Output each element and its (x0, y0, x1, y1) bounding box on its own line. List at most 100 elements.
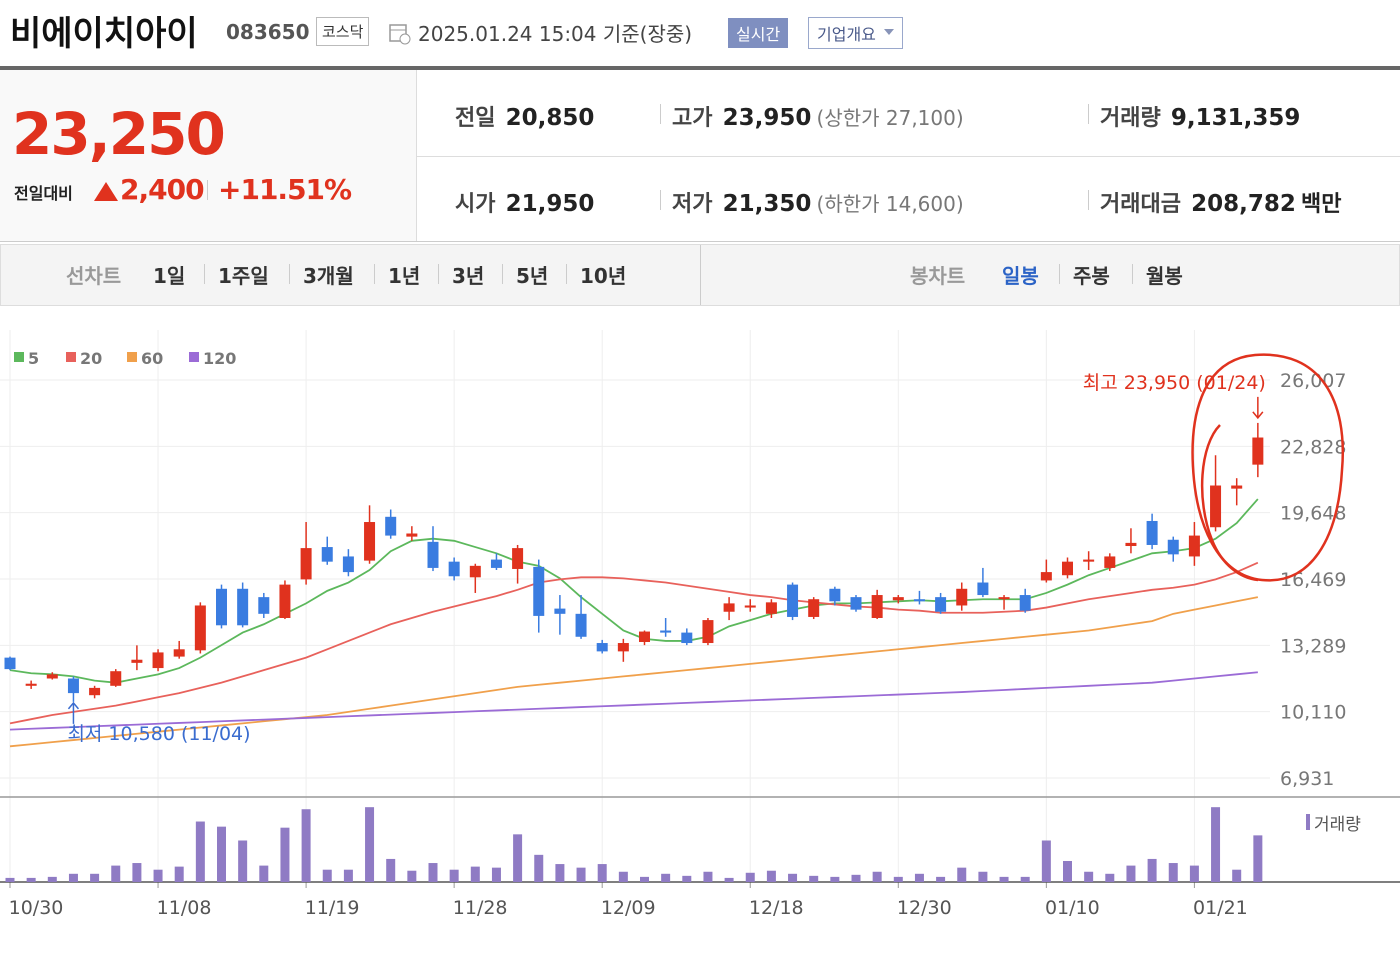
candle-body (998, 597, 1010, 600)
candle-body (279, 584, 291, 618)
volume-bar (555, 864, 565, 882)
candle-body (1252, 437, 1264, 465)
volume-bar (449, 869, 459, 882)
company-info-button[interactable]: 기업개요 (808, 17, 903, 49)
separator (502, 264, 503, 284)
volume-label: 거래량 (1314, 815, 1361, 835)
legend-swatch (127, 352, 137, 362)
period-tab[interactable]: 3년 (452, 264, 485, 288)
high-annotation: 최고 23,950 (01/24) (1083, 372, 1266, 394)
volume-bar (597, 864, 607, 882)
candle-body (1083, 559, 1095, 562)
candle-body (448, 561, 460, 577)
stat-volume: 거래량 9,131,359 (1100, 100, 1300, 132)
candle-tab[interactable]: 월봉 (1146, 264, 1183, 288)
volume-bar (1105, 873, 1115, 882)
candle-body (194, 605, 206, 651)
candle-body (723, 603, 735, 612)
candle-body (152, 652, 164, 669)
period-tab[interactable]: 1일 (153, 264, 186, 288)
volume-bar (513, 834, 523, 882)
volume-bar (386, 858, 396, 882)
candle-body (617, 643, 629, 652)
volume-bar (26, 877, 36, 882)
legend-label: 20 (80, 349, 102, 368)
change-rate: +11.51% (218, 173, 352, 206)
x-tick-label: 11/28 (453, 897, 508, 919)
volume-bar (957, 867, 967, 882)
header-rule (0, 66, 1400, 70)
volume-bar (724, 877, 734, 882)
candle-body (575, 613, 587, 637)
period-tab[interactable]: 3개월 (303, 264, 354, 288)
stat-label: 거래대금 (1100, 192, 1181, 217)
stat-label: 거래량 (1100, 106, 1161, 131)
stat-value: 9,131,359 (1170, 105, 1301, 131)
stat-prev: 전일 20,850 (455, 100, 594, 132)
stat-unit: 백만 (1301, 192, 1342, 217)
period-tab[interactable]: 1년 (388, 264, 421, 288)
candle-body (512, 548, 524, 569)
volume-bar (90, 873, 100, 882)
volume-bar (47, 876, 57, 882)
candle-body (892, 597, 904, 601)
volume-bar (745, 872, 755, 882)
x-tick-label: 01/21 (1193, 897, 1248, 919)
candle-body (1167, 539, 1179, 555)
candle-body (321, 547, 333, 562)
volume-bar (1253, 835, 1263, 882)
candle-chart-label: 봉차트 (910, 264, 966, 288)
candle-body (702, 620, 714, 644)
line-chart-label: 선차트 (66, 264, 122, 288)
volume-bar (428, 863, 438, 882)
volume-bar (301, 809, 311, 882)
period-tab[interactable]: 10년 (580, 264, 627, 288)
button-text: 기업개요 (817, 25, 876, 44)
timestamp: 2025.01.24 15:04 기준(장중) (418, 22, 693, 46)
legend-swatch (66, 352, 76, 362)
volume-bar (1084, 871, 1094, 882)
volume-bar (682, 875, 692, 882)
volume-bar (999, 876, 1009, 882)
candle-body (533, 566, 545, 616)
y-tick-label: 10,110 (1280, 702, 1346, 724)
volume-bar (1063, 860, 1072, 882)
volume-bar (238, 840, 248, 882)
candle-body (364, 522, 376, 561)
current-price: 23,250 (12, 100, 226, 168)
period-tab[interactable]: 1주일 (218, 264, 269, 288)
volume-bar (491, 867, 501, 882)
candle-body (1062, 561, 1073, 576)
volume-bar (1041, 840, 1051, 882)
candle-tab[interactable]: 주봉 (1073, 264, 1110, 288)
volume-bar (1189, 865, 1199, 882)
row-divider (417, 156, 1400, 157)
volume-bar (365, 807, 375, 882)
separator (660, 190, 661, 210)
hand-drawn-stroke (1200, 424, 1259, 582)
y-tick-label: 13,289 (1280, 635, 1346, 657)
period-tab[interactable]: 5년 (516, 264, 549, 288)
volume-bar (1147, 858, 1157, 882)
calendar-icon (389, 24, 411, 45)
stat-value: 208,782 (1191, 191, 1296, 217)
volume-bar (1168, 863, 1178, 882)
y-tick-label: 16,469 (1280, 569, 1346, 591)
volume-bar (640, 876, 649, 882)
x-tick-label: 11/19 (305, 897, 360, 919)
x-tick-label: 11/08 (157, 897, 212, 919)
legend-label: 60 (141, 349, 163, 368)
candle-body (258, 597, 270, 614)
realtime-button[interactable]: 실시간 (728, 18, 789, 48)
volume-bar (576, 867, 586, 882)
stat-value: 23,950 (722, 105, 812, 131)
candle-body (935, 597, 947, 612)
candle-body (25, 683, 37, 686)
volume-bar (872, 871, 882, 882)
candle-body (660, 630, 672, 633)
panel-rule (0, 241, 1400, 242)
candle-body (46, 674, 58, 679)
candle-tab[interactable]: 일봉 (1002, 264, 1039, 288)
volume-bar (280, 827, 290, 882)
